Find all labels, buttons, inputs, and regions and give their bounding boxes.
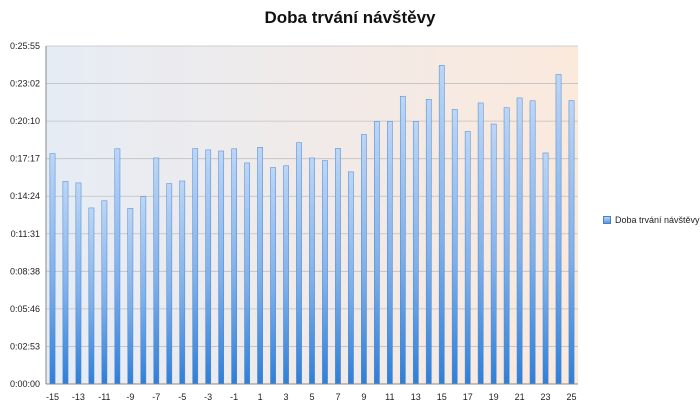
x-tick-label: 1 (258, 392, 263, 402)
bar (322, 160, 328, 385)
x-tick-label: 23 (541, 392, 551, 402)
y-tick-label: 0:11:31 (11, 229, 40, 239)
x-tick-label: 7 (335, 392, 340, 402)
bar (542, 152, 549, 385)
x-tick-label: 17 (463, 392, 473, 402)
x-tick-label: 9 (361, 392, 366, 402)
bar (335, 148, 341, 385)
x-tick-label: -5 (178, 392, 186, 402)
bar (140, 196, 147, 385)
bar (555, 74, 562, 385)
bar (361, 134, 367, 385)
y-tick-label: 0:14:24 (10, 191, 40, 201)
x-tick-label: -1 (230, 392, 238, 402)
x-tick-label: -7 (152, 392, 160, 402)
x-tick-label: 5 (309, 392, 314, 402)
y-tick-label: 0:23:02 (10, 79, 40, 89)
bar (88, 207, 95, 385)
bar (75, 182, 82, 385)
bar (529, 100, 536, 385)
bar (374, 121, 380, 385)
bar (412, 121, 419, 385)
bar (49, 153, 56, 385)
x-tick-label: 13 (411, 392, 421, 402)
bar (348, 171, 354, 385)
x-tick-label: -9 (126, 392, 134, 402)
x-tick-label: 15 (437, 392, 447, 402)
bar (503, 107, 510, 385)
bar (568, 100, 575, 385)
bar (516, 97, 523, 385)
bar (425, 99, 432, 385)
y-tick-label: 0:00:00 (10, 379, 40, 389)
bar (179, 180, 186, 385)
bar (438, 65, 445, 385)
bar (399, 95, 406, 385)
y-tick-label: 0:25:55 (10, 41, 40, 51)
bar (387, 121, 393, 385)
bar (218, 150, 225, 385)
bar (477, 102, 484, 385)
x-tick-label: -11 (98, 392, 110, 402)
legend-label: Doba trvání návštěvy (615, 215, 700, 225)
x-tick-label: 21 (515, 392, 525, 402)
legend-swatch (603, 216, 611, 224)
bar (192, 148, 199, 385)
x-tick-label: -13 (72, 392, 85, 402)
bar (296, 142, 302, 385)
bar (166, 183, 173, 385)
bar (464, 131, 471, 385)
bar (153, 157, 160, 385)
bar (244, 162, 250, 385)
x-tick-label: -15 (46, 392, 59, 402)
bar (283, 165, 289, 385)
chart-title: Doba trvání návštěvy (264, 8, 436, 27)
y-tick-label: 0:20:10 (10, 116, 40, 126)
y-tick-label: 0:17:17 (10, 154, 40, 164)
bar (231, 148, 237, 385)
bar (101, 200, 108, 385)
x-tick-label: 3 (284, 392, 289, 402)
bar (309, 157, 315, 385)
legend: Doba trvání návštěvy (603, 215, 700, 225)
y-tick-label: 0:05:46 (10, 304, 40, 314)
x-tick-label: 11 (385, 392, 394, 402)
y-tick-label: 0:02:53 (10, 341, 40, 351)
bar (205, 149, 212, 385)
bar (490, 123, 497, 385)
bar (451, 109, 458, 385)
bar (127, 208, 134, 385)
bar (257, 147, 263, 385)
y-tick-label: 0:08:38 (10, 266, 40, 276)
x-tick-label: -3 (204, 392, 212, 402)
bar (270, 167, 276, 385)
bar (114, 148, 121, 385)
bar (62, 181, 69, 385)
x-tick-label: 19 (489, 392, 499, 402)
x-tick-label: 25 (567, 392, 577, 402)
